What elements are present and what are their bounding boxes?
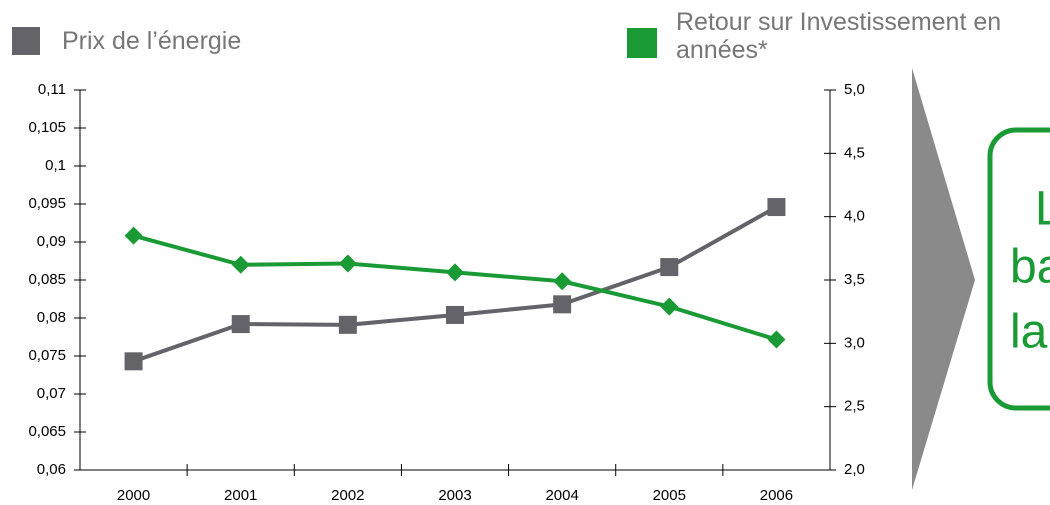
y-tick-label: 0,075 — [28, 347, 66, 364]
marker — [231, 255, 250, 274]
y2-tick-label: 3,0 — [844, 334, 865, 351]
series-line — [132, 205, 778, 364]
legend-label: Prix de l’énergie — [62, 27, 242, 55]
marker — [124, 352, 143, 371]
marker — [553, 295, 572, 314]
x-tick-label: 2005 — [653, 487, 686, 504]
marker — [767, 198, 786, 217]
y-tick-label: 0,105 — [28, 119, 66, 136]
y2-tick-label: 5,0 — [844, 81, 865, 98]
callout-box — [987, 127, 1050, 411]
y2-tick-label: 2,5 — [844, 398, 865, 415]
callout-text: L — [1035, 183, 1050, 236]
x-tick-label: 2002 — [331, 487, 364, 504]
marker — [660, 258, 679, 277]
legend-swatch — [12, 27, 40, 55]
y2-tick-label: 3,5 — [844, 271, 865, 288]
callout-text: ba — [1010, 241, 1050, 294]
x-tick-label: 2006 — [760, 487, 793, 504]
y-tick-label: 0,065 — [28, 423, 66, 440]
marker — [338, 254, 357, 273]
marker — [231, 315, 250, 334]
y2-tick-label: 2,0 — [844, 461, 865, 478]
callout-text: la — [1010, 306, 1048, 359]
marker — [660, 297, 679, 316]
x-tick-label: 2000 — [117, 487, 150, 504]
marker — [553, 272, 572, 291]
y-tick-label: 0,09 — [37, 233, 66, 250]
y-tick-label: 0,085 — [28, 271, 66, 288]
marker — [767, 330, 786, 349]
y2-tick-label: 4,0 — [844, 208, 865, 225]
x-tick-label: 2004 — [545, 487, 578, 504]
y-tick-label: 0,07 — [37, 385, 66, 402]
y-tick-label: 0,08 — [37, 309, 66, 326]
marker — [124, 226, 143, 245]
legend-swatch — [627, 28, 657, 58]
marker — [446, 263, 464, 282]
legend-label: Retour sur Investissement en années* — [676, 8, 1002, 64]
chevron — [912, 68, 975, 490]
x-tick-label: 2001 — [224, 487, 257, 504]
y2-tick-label: 4,5 — [844, 144, 865, 161]
y-tick-label: 0,06 — [37, 461, 66, 478]
y-tick-label: 0,095 — [28, 195, 66, 212]
y-tick-label: 0,1 — [45, 157, 66, 174]
marker — [446, 305, 464, 324]
y-tick-label: 0,11 — [38, 81, 66, 98]
marker — [338, 315, 357, 334]
x-tick-label: 2003 — [438, 487, 471, 504]
